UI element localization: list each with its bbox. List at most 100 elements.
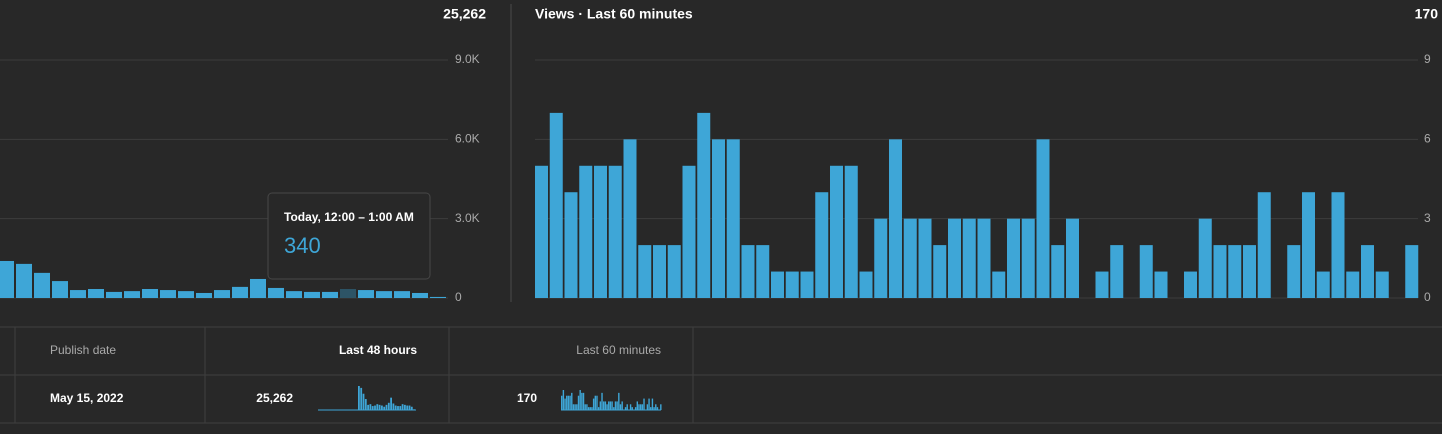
- sparkline-bar: [603, 401, 605, 410]
- header-publish-date[interactable]: Publish date: [50, 343, 116, 357]
- bar: [1228, 245, 1242, 298]
- bar: [1243, 245, 1256, 298]
- bar: [1331, 192, 1345, 298]
- cell-48h: 25,262: [256, 391, 293, 405]
- sparkline-bar: [571, 392, 573, 410]
- sparkline-bar: [369, 404, 372, 410]
- sparkline-bar: [381, 405, 383, 410]
- bar: [1154, 271, 1168, 298]
- sparkline-bar: [376, 404, 379, 410]
- sparkline-bar: [597, 407, 600, 410]
- sparkline-bar: [387, 402, 390, 410]
- bar: [196, 292, 212, 298]
- sparkline-bar: [410, 406, 413, 410]
- sparkline-bar: [385, 404, 388, 410]
- bar: [160, 290, 176, 298]
- sparkline-bar: [609, 401, 612, 410]
- sparkline-bar: [577, 395, 580, 410]
- sparkline-bar: [646, 404, 649, 410]
- bar: [142, 289, 158, 298]
- header-60m[interactable]: Last 60 minutes: [576, 343, 661, 357]
- cell-60m: 170: [517, 391, 537, 405]
- bar: [712, 139, 725, 298]
- bar: [623, 139, 637, 298]
- bar: [1095, 271, 1109, 298]
- bar: [52, 281, 68, 298]
- sparkline-bar: [378, 404, 381, 410]
- sparkline-bar: [371, 406, 374, 410]
- total-48h: 25,262: [443, 6, 486, 22]
- sparkline-bar: [358, 386, 360, 410]
- y-tick-label: 9: [1424, 52, 1431, 66]
- sparkline-bar: [651, 398, 654, 410]
- bar: [874, 218, 888, 298]
- tooltip: [267, 192, 431, 280]
- y-tick-label: 3: [1424, 211, 1431, 225]
- sparkline-bar: [586, 404, 588, 410]
- bar: [830, 165, 843, 298]
- sparkline-bar: [594, 395, 596, 410]
- sparkline-bar: [591, 407, 593, 410]
- sparkline-bar: [624, 407, 627, 410]
- y-tick-label: 6: [1424, 132, 1431, 146]
- sparkline-bar: [611, 401, 613, 410]
- bar: [977, 218, 991, 298]
- bar: [1007, 218, 1020, 298]
- bar: [859, 271, 873, 298]
- bar: [815, 192, 829, 298]
- bar: [178, 291, 194, 298]
- sparkline-bar: [596, 395, 598, 410]
- bar: [1302, 192, 1315, 298]
- bar: [1021, 218, 1035, 298]
- bar: [1375, 271, 1389, 298]
- sparkline-bar: [569, 395, 571, 410]
- bar: [697, 112, 711, 298]
- bar: [992, 271, 1006, 298]
- sparkline-bar: [604, 401, 607, 410]
- sparkline-bar: [613, 407, 615, 410]
- bar: [653, 245, 666, 298]
- bar: [16, 263, 32, 298]
- bar: [579, 165, 593, 298]
- sparkline-bar: [399, 406, 402, 410]
- sparkline-bar: [579, 390, 581, 410]
- sparkline-bar: [589, 407, 591, 410]
- bar: [232, 286, 248, 298]
- bar: [903, 218, 917, 298]
- sparkline-bar: [631, 407, 633, 410]
- bar: [1287, 245, 1301, 298]
- total-60m: 170: [1415, 6, 1439, 22]
- bar: [358, 290, 374, 298]
- bar: [1066, 218, 1079, 298]
- header-48h[interactable]: Last 48 hours: [339, 343, 417, 357]
- sparkline-bar: [587, 407, 590, 410]
- bar: [756, 245, 770, 298]
- bar: [268, 287, 284, 298]
- sparkline-bar: [364, 399, 367, 410]
- bar: [667, 245, 681, 298]
- table-lines: [0, 326, 1442, 424]
- sparkline-bar: [397, 406, 399, 410]
- sparkline-bar: [639, 404, 642, 410]
- sparkline-bar: [655, 404, 657, 410]
- bar: [1036, 139, 1050, 298]
- sparkline-bar: [648, 398, 650, 410]
- bar: [304, 291, 320, 298]
- sparkline-bar: [653, 407, 655, 410]
- bar: [726, 139, 740, 298]
- bar: [250, 278, 266, 298]
- sparkline-bar: [564, 398, 566, 410]
- bar: [948, 218, 961, 298]
- sparkline-bar: [626, 404, 628, 410]
- bar: [564, 192, 578, 298]
- sparkline-bar: [394, 405, 397, 410]
- bar: [535, 165, 548, 298]
- bar: [394, 291, 410, 298]
- y-tick-label: 3.0K: [455, 211, 480, 225]
- sparkline-bar: [584, 404, 586, 410]
- sparkline-bar: [567, 395, 570, 410]
- bar: [340, 289, 356, 298]
- sparkline-bar: [367, 404, 369, 410]
- bar: [918, 218, 932, 298]
